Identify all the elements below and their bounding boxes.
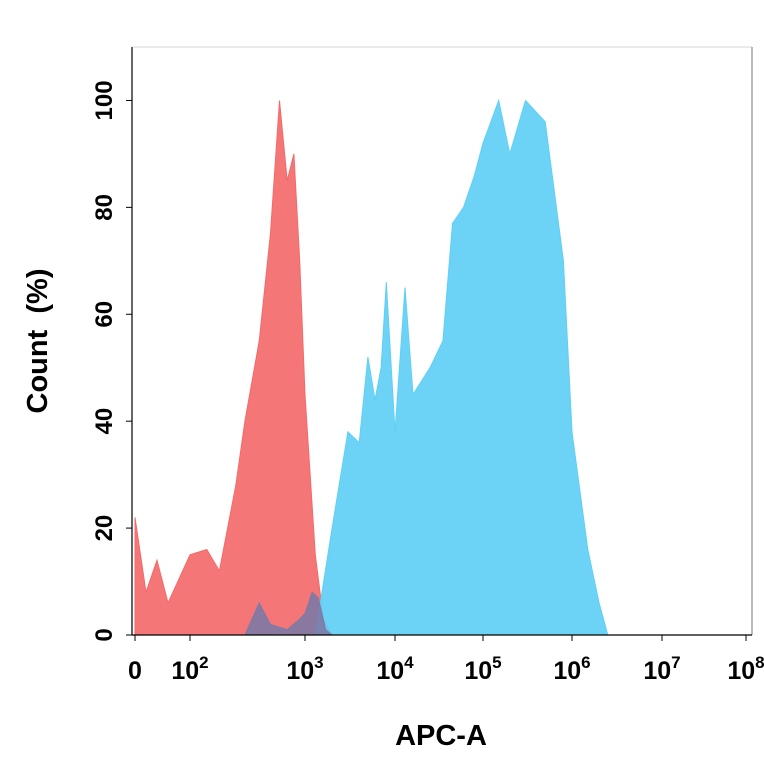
- histogram-series-3: [244, 591, 334, 636]
- y-tick-label-80: 80: [91, 194, 118, 221]
- y-axis-title: Count (%): [22, 269, 54, 414]
- x-tick-label-5: 106: [553, 653, 590, 685]
- x-tick-label-0: 0: [128, 657, 142, 685]
- y-tick-label-60: 60: [91, 301, 118, 328]
- axes-layer: [131, 46, 753, 636]
- y-tick-label-100: 100: [91, 80, 118, 120]
- y-tick-label-0: 0: [91, 628, 118, 641]
- x-tick-label-4: 105: [464, 653, 501, 685]
- x-tick-label-7: 108: [727, 653, 764, 685]
- histogram-series-2: [314, 98, 609, 636]
- ticks-layer: 0 20 40 60 80 100 0 102 103 104 105 106 107 108: [91, 80, 764, 685]
- series-layer: [134, 98, 609, 636]
- y-tick-label-20: 20: [91, 515, 118, 542]
- x-tick-label-1: 102: [171, 653, 208, 685]
- x-tick-label-6: 107: [643, 653, 680, 685]
- y-tick-label-40: 40: [91, 408, 118, 435]
- x-tick-label-3: 104: [376, 653, 414, 685]
- x-tick-label-2: 103: [286, 653, 323, 685]
- x-axis-title: APC-A: [395, 720, 487, 752]
- histogram-series-1: [134, 100, 333, 636]
